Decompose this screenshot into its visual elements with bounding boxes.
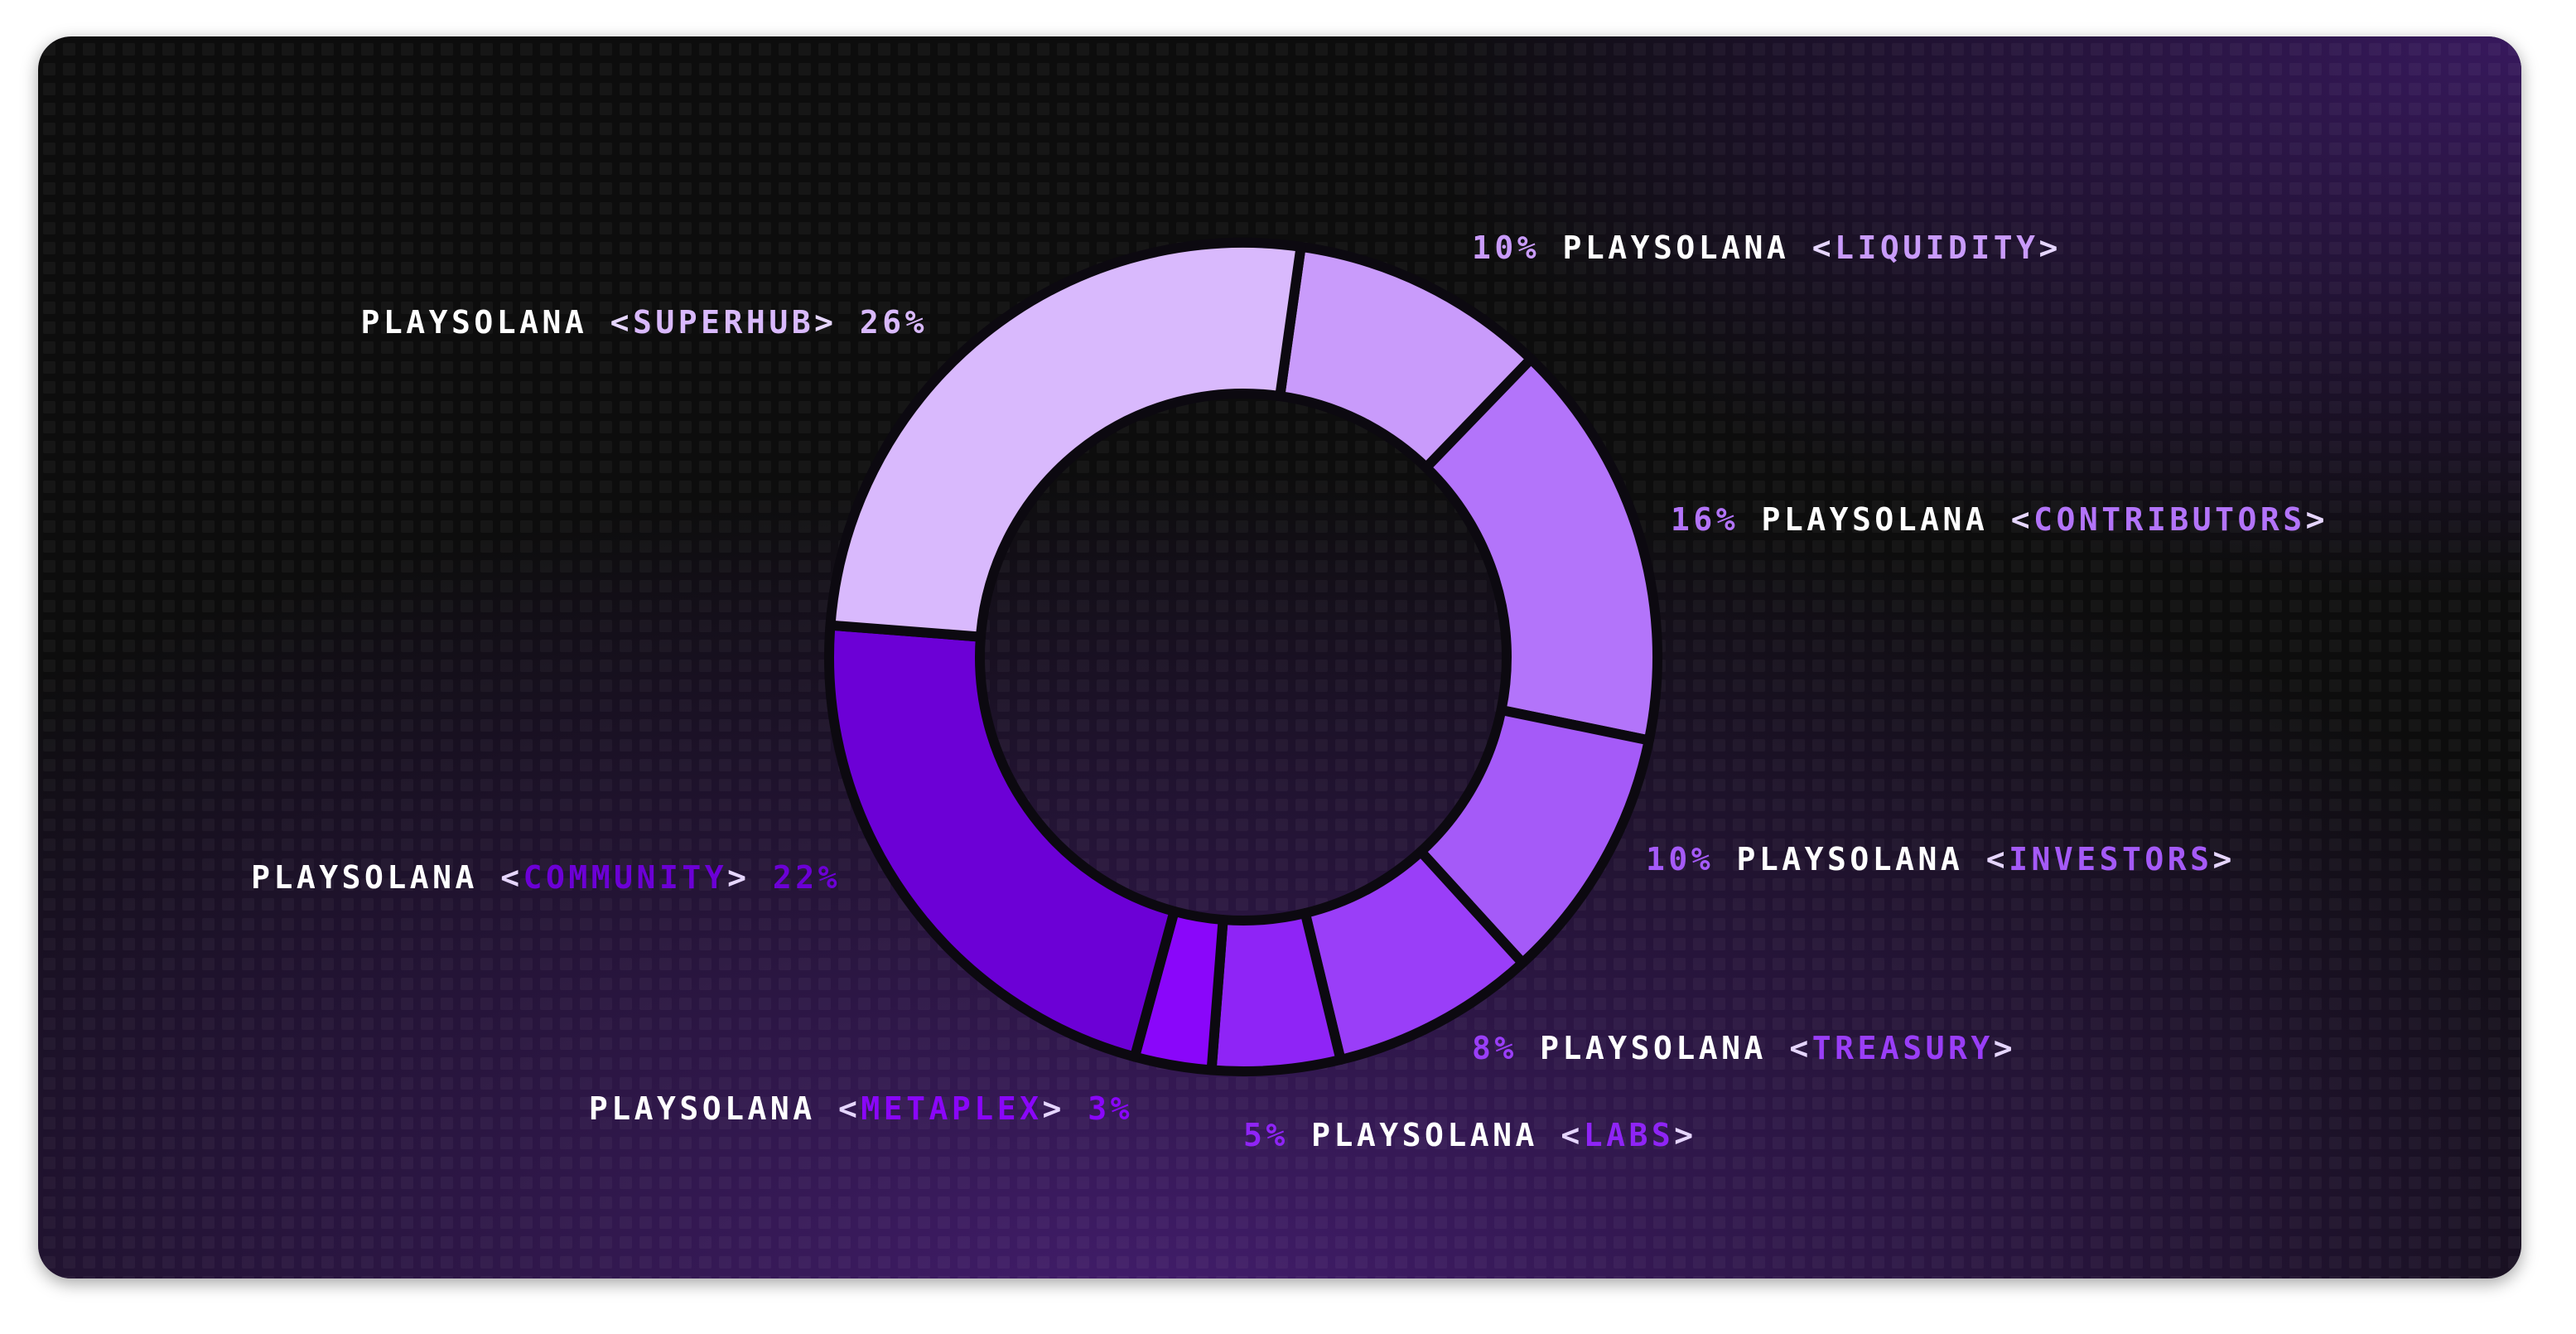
value-label: 22% <box>773 859 841 896</box>
segment-label: 10% PLAYSOLANA <LIQUIDITY> <box>1472 230 2062 266</box>
value-label: 5% <box>1243 1117 1289 1153</box>
label-prefix: PLAYSOLANA <box>360 304 587 341</box>
category-name: CONTRIBUTORS <box>2033 501 2306 538</box>
value-label: 10% <box>1472 230 1540 266</box>
segment-label: 16% PLAYSOLANA <CONTRIBUTORS> <box>1671 501 2328 538</box>
bracket: > <box>2039 230 2062 266</box>
segment <box>824 620 1179 1062</box>
bracket: < <box>1561 1117 1583 1153</box>
card <box>38 36 2521 1278</box>
bracket: < <box>1812 230 1835 266</box>
bracket: > <box>2213 841 2236 877</box>
segment-label: 10% PLAYSOLANA <INVESTORS> <box>1646 841 2236 877</box>
bracket: > <box>814 304 837 341</box>
value-label: 8% <box>1472 1030 1517 1066</box>
bracket: > <box>727 859 750 896</box>
label-prefix: PLAYSOLANA <box>251 859 478 896</box>
bracket: > <box>2306 501 2328 538</box>
donut <box>824 238 1662 1076</box>
segment-label: PLAYSOLANA <METAPLEX> 3% <box>589 1090 1133 1127</box>
bracket: < <box>1986 841 2009 877</box>
segment-label: PLAYSOLANA <SUPERHUB> 26% <box>360 304 928 341</box>
category-name: LABS <box>1584 1117 1675 1153</box>
bracket: < <box>838 1090 861 1127</box>
segment-label: PLAYSOLANA <COMMUNITY> 22% <box>251 859 841 896</box>
labels: 10% PLAYSOLANA <LIQUIDITY>16% PLAYSOLANA… <box>251 230 2328 1153</box>
category-name: COMMUNITY <box>523 859 727 896</box>
grid-pattern <box>38 36 2521 1278</box>
value-label: 16% <box>1671 501 1739 538</box>
category-name: SUPERHUB <box>633 304 814 341</box>
label-prefix: PLAYSOLANA <box>589 1090 816 1127</box>
bracket: < <box>1789 1030 1811 1066</box>
segment <box>825 238 1306 642</box>
label-prefix: PLAYSOLANA <box>1563 230 1790 266</box>
segment-label: 8% PLAYSOLANA <TREASURY> <box>1472 1030 2016 1066</box>
label-prefix: PLAYSOLANA <box>1762 501 1989 538</box>
value-label: 3% <box>1088 1090 1133 1127</box>
value-label: 26% <box>860 304 928 341</box>
segment-label: 5% PLAYSOLANA <LABS> <box>1243 1117 1697 1153</box>
bracket: < <box>500 859 523 896</box>
category-name: INVESTORS <box>2009 841 2212 877</box>
value-label: 10% <box>1646 841 1714 877</box>
category-name: TREASURY <box>1812 1030 1994 1066</box>
bracket: > <box>1042 1090 1064 1127</box>
bracket: > <box>1674 1117 1696 1153</box>
label-prefix: PLAYSOLANA <box>1540 1030 1767 1066</box>
category-name: METAPLEX <box>861 1090 1042 1127</box>
label-prefix: PLAYSOLANA <box>1737 841 1964 877</box>
bracket: > <box>1994 1030 2016 1066</box>
bracket: < <box>2011 501 2033 538</box>
bracket: < <box>610 304 633 341</box>
label-prefix: PLAYSOLANA <box>1311 1117 1538 1153</box>
category-name: LIQUIDITY <box>1835 230 2038 266</box>
segment <box>1421 354 1662 746</box>
